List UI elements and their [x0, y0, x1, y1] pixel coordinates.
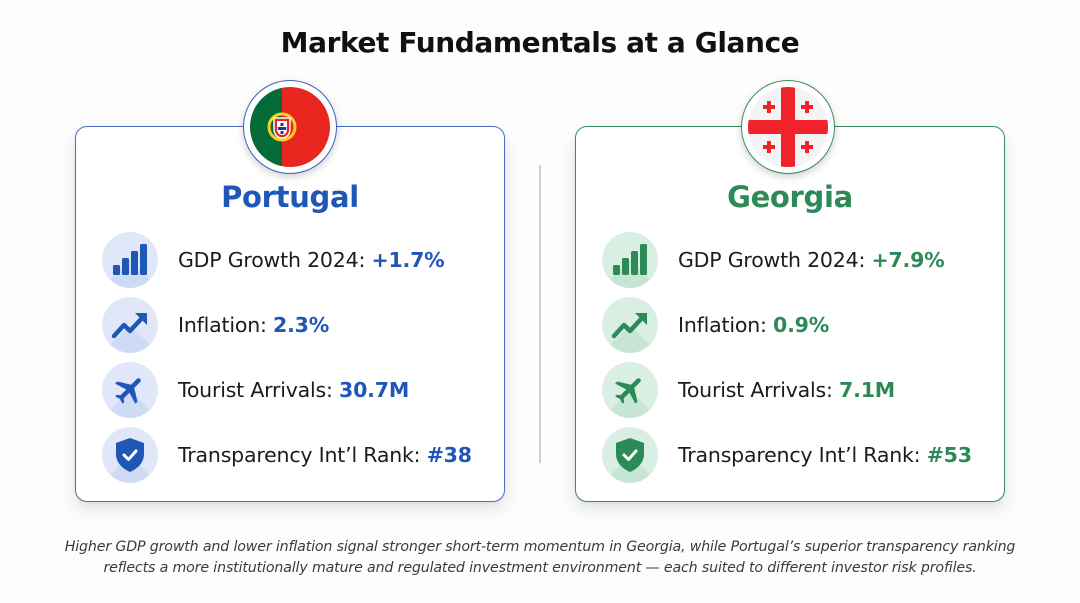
- portugal-flag-icon: [243, 80, 337, 174]
- georgia-flag-icon: [741, 80, 835, 174]
- georgia-card: Georgia GDP Growth 2024: +7.9% Inflation…: [575, 126, 1005, 502]
- metric-value: +1.7%: [371, 247, 445, 272]
- shield-check-icon: [602, 426, 658, 483]
- bar-chart-icon: [102, 231, 158, 288]
- metric-value: 2.3%: [273, 312, 330, 337]
- metric-row-gdp: GDP Growth 2024: +7.9%: [602, 227, 972, 292]
- metric-row-tourism: Tourist Arrivals: 7.1M: [602, 357, 972, 422]
- shield-check-icon: [102, 426, 158, 483]
- metric-row-gdp: GDP Growth 2024: +1.7%: [102, 227, 472, 292]
- metric-value: #38: [426, 442, 472, 467]
- metric-label: GDP Growth 2024:: [178, 247, 372, 272]
- metric-label: GDP Growth 2024:: [678, 247, 872, 272]
- airplane-icon: [602, 361, 658, 418]
- trend-up-icon: [102, 296, 158, 353]
- airplane-icon: [102, 361, 158, 418]
- country-name-georgia: Georgia: [727, 180, 853, 214]
- caption-line-1: Higher GDP growth and lower inflation si…: [64, 539, 1016, 555]
- metric-row-tourism: Tourist Arrivals: 30.7M: [102, 357, 472, 422]
- metric-label: Tourist Arrivals:: [678, 377, 840, 402]
- metric-label: Inflation:: [678, 312, 774, 337]
- georgia-metrics-list: GDP Growth 2024: +7.9% Inflation: 0.9% T…: [602, 227, 972, 487]
- metric-label: Transparency Int’l Rank:: [178, 442, 427, 467]
- metric-value: 30.7M: [339, 377, 410, 402]
- page-title: Market Fundamentals at a Glance: [280, 26, 800, 59]
- metric-row-transparency: Transparency Int’l Rank: #38: [102, 422, 472, 487]
- caption: Higher GDP growth and lower inflation si…: [0, 537, 1080, 579]
- metric-value: 0.9%: [773, 312, 830, 337]
- metric-label: Tourist Arrivals:: [178, 377, 340, 402]
- metric-row-transparency: Transparency Int’l Rank: #53: [602, 422, 972, 487]
- trend-up-icon: [602, 296, 658, 353]
- country-name-portugal: Portugal: [221, 180, 359, 214]
- metric-value: +7.9%: [871, 247, 945, 272]
- caption-line-2: reflects a more institutionally mature a…: [103, 560, 977, 576]
- metric-value: #53: [926, 442, 972, 467]
- metric-label: Transparency Int’l Rank:: [678, 442, 927, 467]
- portugal-card: Portugal GDP Growth 2024: +1.7% Inflatio…: [75, 126, 505, 502]
- bar-chart-icon: [602, 231, 658, 288]
- portugal-metrics-list: GDP Growth 2024: +1.7% Inflation: 2.3% T…: [102, 227, 472, 487]
- metric-label: Inflation:: [178, 312, 274, 337]
- metric-value: 7.1M: [839, 377, 895, 402]
- metric-row-inflation: Inflation: 2.3%: [102, 292, 472, 357]
- metric-row-inflation: Inflation: 0.9%: [602, 292, 972, 357]
- divider: [539, 165, 541, 463]
